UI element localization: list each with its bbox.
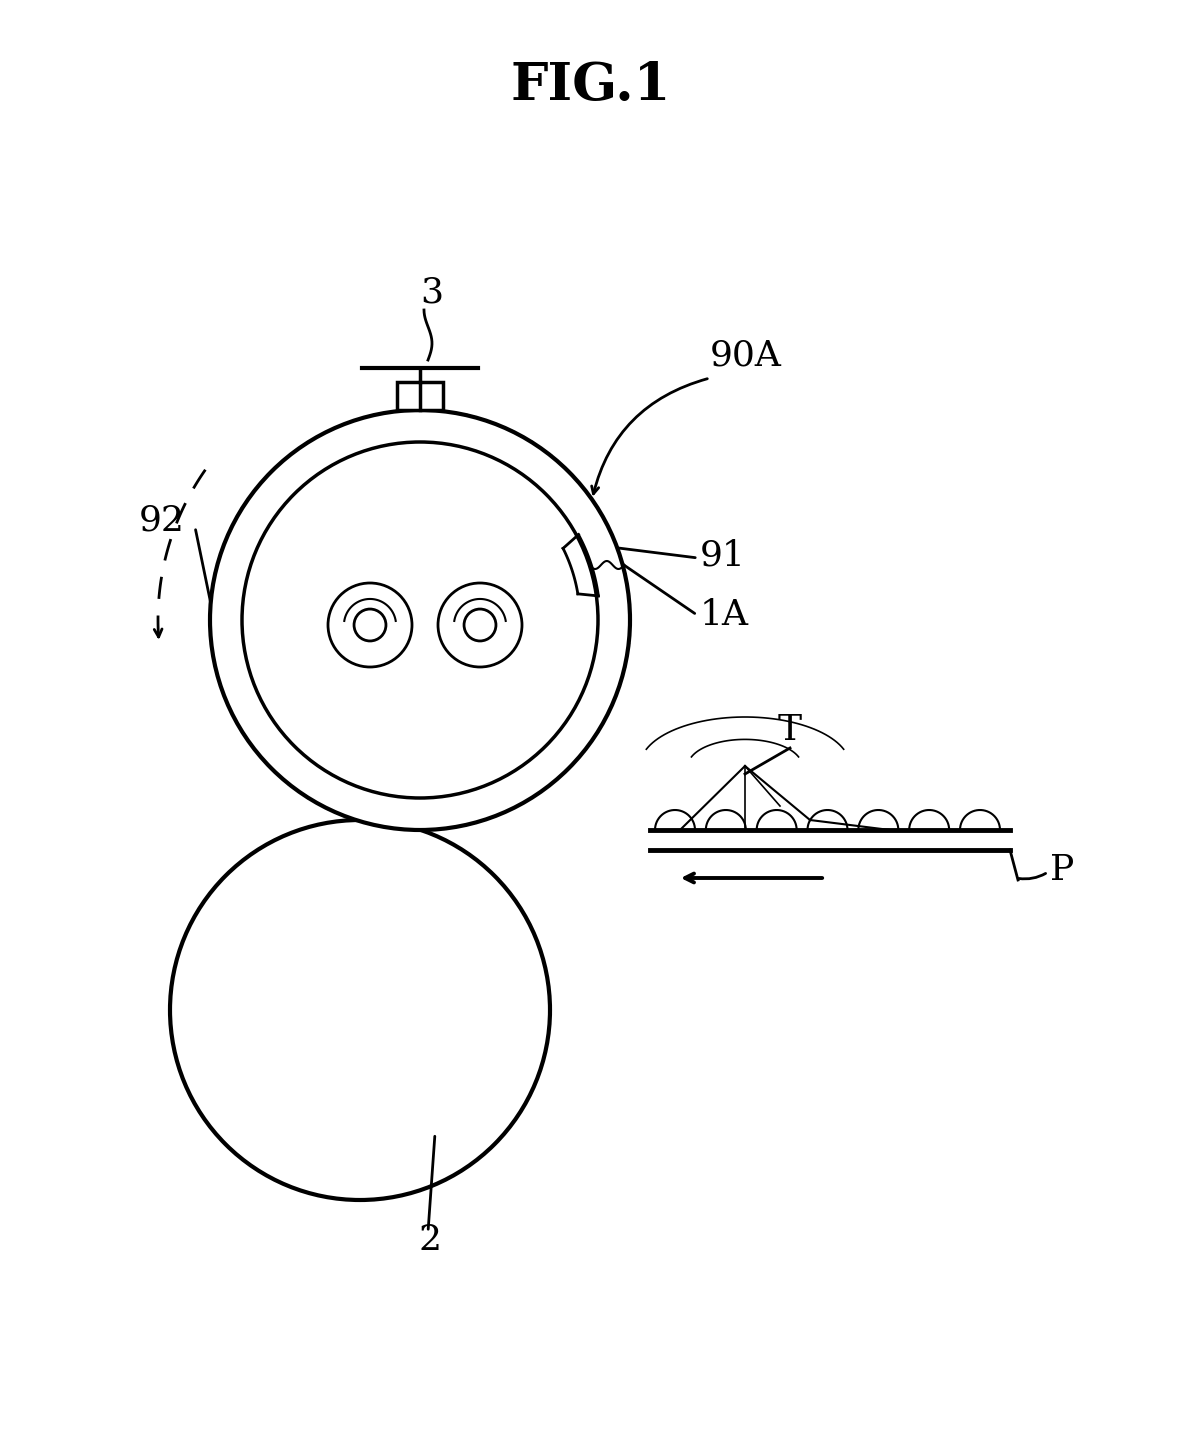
Text: 3: 3 bbox=[421, 275, 443, 309]
Text: 92: 92 bbox=[139, 503, 186, 538]
Text: 2: 2 bbox=[418, 1223, 442, 1257]
Circle shape bbox=[170, 819, 550, 1200]
Circle shape bbox=[242, 442, 598, 798]
Text: 90A: 90A bbox=[710, 337, 781, 372]
Text: 1A: 1A bbox=[700, 598, 749, 632]
Bar bbox=[397, 382, 443, 410]
Text: T: T bbox=[778, 714, 803, 746]
Text: FIG.1: FIG.1 bbox=[511, 60, 671, 110]
Text: P: P bbox=[1050, 854, 1074, 887]
Circle shape bbox=[210, 410, 630, 829]
Text: 91: 91 bbox=[700, 538, 746, 572]
